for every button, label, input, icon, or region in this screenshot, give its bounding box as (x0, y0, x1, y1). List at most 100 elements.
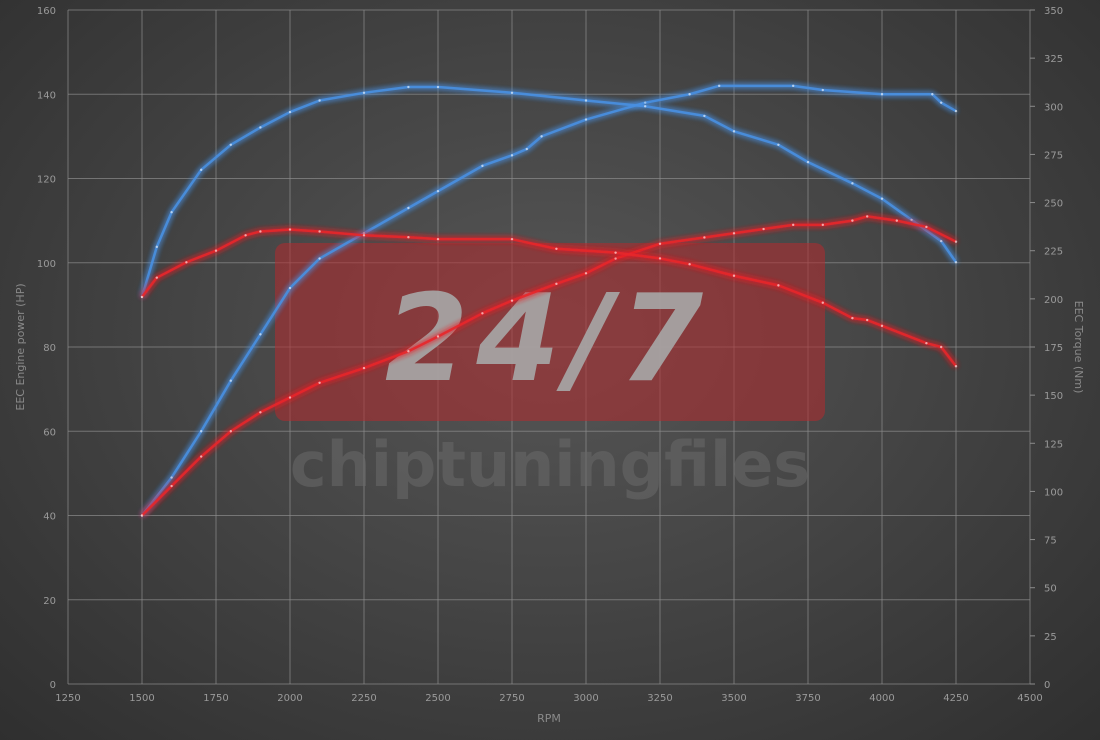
data-point (777, 143, 780, 146)
data-point (229, 143, 232, 146)
series-line (141, 84, 957, 517)
data-point (584, 118, 588, 121)
data-point (155, 245, 158, 249)
data-point (362, 234, 366, 237)
data-point (318, 230, 321, 233)
data-point (259, 411, 262, 414)
y2-tick-label: 100 (1044, 487, 1063, 498)
data-point (880, 93, 884, 96)
data-point (644, 101, 647, 104)
y2-tick-label: 50 (1044, 584, 1057, 595)
data-point (954, 365, 958, 368)
data-point (259, 126, 262, 129)
y2-tick-label: 175 (1044, 343, 1063, 354)
data-point (851, 182, 854, 185)
data-point (200, 455, 203, 458)
series-1 (140, 85, 958, 299)
data-point (362, 91, 366, 95)
x-axis-label: RPM (537, 712, 561, 725)
data-point (407, 350, 410, 353)
x-tick-label: 2750 (499, 693, 524, 704)
data-point (214, 249, 218, 252)
x-tick-label: 1500 (129, 693, 154, 704)
tick-labels: 1250 1500 1750 2000 2250 2500 2750 3000 3250 3500… (37, 6, 1063, 704)
x-tick-label: 4000 (869, 693, 894, 704)
data-point (318, 99, 321, 102)
data-point (259, 230, 262, 233)
x-tick-label: 3000 (573, 693, 598, 704)
y2-tick-label: 350 (1044, 6, 1063, 17)
y2-tick-label: 0 (1044, 680, 1050, 691)
series-line (141, 215, 957, 517)
x-tick-label: 1250 (55, 693, 80, 704)
data-point (200, 168, 203, 172)
data-point (821, 88, 824, 92)
data-point (436, 335, 440, 338)
data-point (940, 101, 943, 104)
y-tick-label: 80 (43, 343, 56, 354)
data-point (540, 135, 543, 138)
data-point (954, 109, 958, 113)
data-point (170, 484, 173, 488)
y2-tick-label: 325 (1044, 54, 1063, 65)
data-point (229, 379, 232, 382)
data-point (140, 514, 144, 517)
series-group (140, 84, 958, 517)
data-point (777, 284, 780, 287)
y-tick-label: 100 (37, 259, 56, 270)
data-point (658, 242, 662, 245)
data-point (806, 160, 810, 164)
data-point (555, 282, 558, 286)
data-point (866, 318, 869, 322)
watermark-badge (275, 243, 825, 421)
data-point (362, 232, 366, 235)
y2-tick-label: 225 (1044, 247, 1063, 258)
data-point (644, 105, 647, 108)
data-point (200, 430, 203, 433)
data-point (555, 247, 558, 250)
data-point (510, 154, 514, 157)
data-point (481, 312, 484, 315)
x-tick-label: 4250 (943, 693, 968, 704)
data-point (688, 262, 691, 266)
data-point (362, 366, 366, 370)
watermark: 24/7 chiptuningfiles (275, 243, 825, 501)
data-point (584, 272, 588, 275)
data-point (880, 324, 884, 328)
data-point (170, 211, 173, 214)
x-tick-label: 4500 (1017, 693, 1042, 704)
y-axis-label: EEC Engine power (HP) (14, 283, 27, 410)
data-point (762, 227, 765, 231)
data-point (792, 223, 795, 227)
data-point (155, 276, 158, 279)
data-point (288, 396, 292, 399)
data-point (288, 228, 292, 231)
data-point (688, 93, 691, 96)
data-point (954, 240, 958, 243)
data-point (170, 476, 173, 479)
data-point (732, 130, 736, 133)
data-point (866, 215, 869, 218)
x-tick-label: 2500 (425, 693, 450, 704)
data-point (821, 301, 824, 304)
data-point (318, 381, 321, 385)
data-point (925, 341, 928, 345)
data-point (821, 223, 824, 227)
data-point (703, 236, 706, 239)
data-point (510, 237, 514, 241)
data-point (614, 251, 617, 254)
data-point (940, 239, 943, 243)
data-point (436, 237, 440, 241)
x-tick-label: 2000 (277, 693, 302, 704)
data-point (288, 110, 292, 114)
data-point (703, 114, 706, 118)
data-point (244, 234, 247, 237)
x-tick-label: 3500 (721, 693, 746, 704)
y2-axis-label: EEC Torque (Nm) (1072, 301, 1085, 394)
data-point (407, 236, 410, 239)
y-tick-label: 0 (50, 680, 56, 691)
data-point (614, 257, 617, 260)
data-point (931, 93, 934, 96)
data-point (584, 99, 588, 102)
